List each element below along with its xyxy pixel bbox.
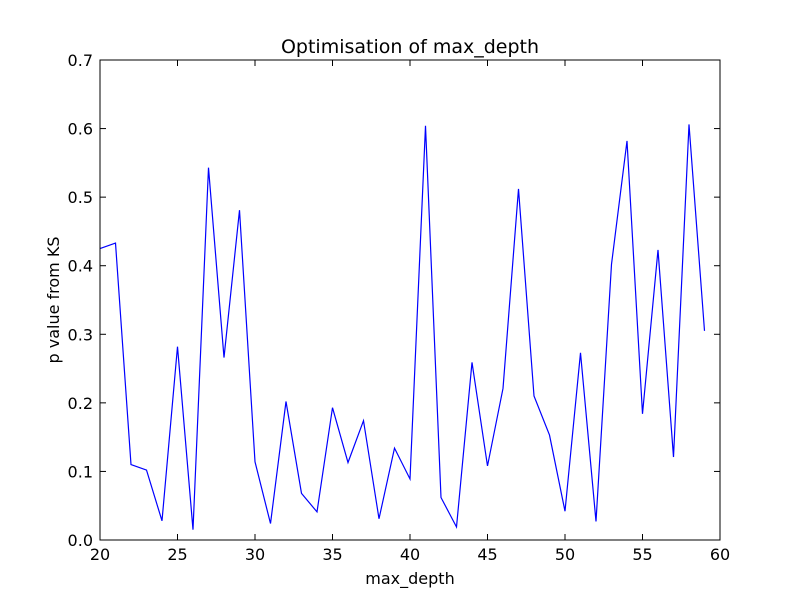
plot-layer (99, 124, 706, 530)
y-tick-label: 0.0 (68, 531, 93, 550)
x-tick-label: 45 (477, 545, 497, 564)
chart-title: Optimisation of max_depth (281, 36, 539, 58)
x-axis-title: max_depth (365, 569, 454, 589)
x-tick-label: 60 (710, 545, 730, 564)
y-tick-label: 0.2 (68, 394, 93, 413)
x-tick-label: 35 (322, 545, 342, 564)
y-tick-label: 0.3 (68, 325, 93, 344)
x-tick-label: 50 (555, 545, 575, 564)
y-axis: 0.0 0.1 0.2 0.3 0.4 0.5 0.6 0.7 (68, 51, 720, 550)
series-line (99, 124, 706, 530)
x-tick-label: 40 (400, 545, 420, 564)
y-tick-label: 0.7 (68, 51, 93, 70)
x-tick-label: 25 (167, 545, 187, 564)
y-tick-label: 0.5 (68, 188, 93, 207)
x-axis: 20 25 30 35 40 45 50 55 60 (90, 60, 730, 564)
y-tick-label: 0.4 (68, 257, 93, 276)
x-tick-label: 20 (90, 545, 110, 564)
y-axis-title: p value from KS (44, 237, 63, 364)
y-tick-label: 0.6 (68, 120, 93, 139)
x-tick-label: 30 (245, 545, 265, 564)
x-tick-label: 55 (632, 545, 652, 564)
y-tick-label: 0.1 (68, 462, 93, 481)
